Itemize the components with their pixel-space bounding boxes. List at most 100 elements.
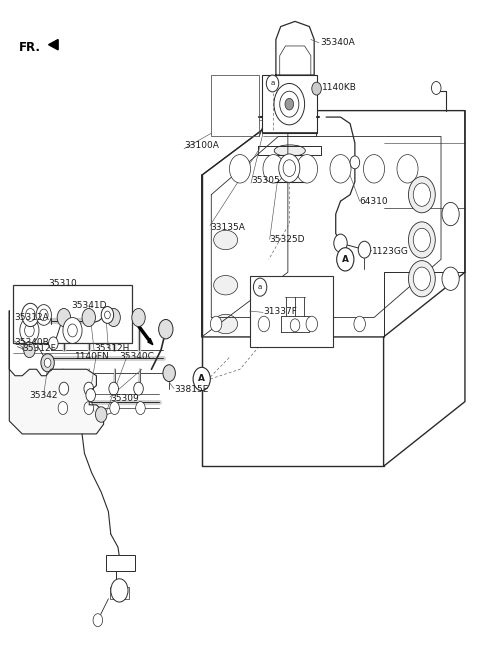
Circle shape bbox=[25, 308, 35, 321]
Circle shape bbox=[210, 316, 222, 332]
Text: 64310: 64310 bbox=[360, 196, 388, 205]
Text: a: a bbox=[270, 80, 275, 86]
Circle shape bbox=[297, 155, 318, 183]
Text: 33815E: 33815E bbox=[174, 386, 208, 395]
Circle shape bbox=[158, 319, 173, 339]
Circle shape bbox=[58, 402, 68, 415]
Circle shape bbox=[306, 316, 318, 332]
Circle shape bbox=[312, 82, 322, 95]
Circle shape bbox=[44, 358, 51, 367]
Circle shape bbox=[57, 308, 71, 327]
Ellipse shape bbox=[214, 275, 238, 295]
Text: 35312F: 35312F bbox=[22, 344, 56, 353]
Circle shape bbox=[110, 402, 120, 415]
Text: A: A bbox=[198, 375, 205, 384]
Circle shape bbox=[397, 155, 418, 183]
Circle shape bbox=[24, 324, 34, 337]
Circle shape bbox=[350, 156, 360, 169]
Circle shape bbox=[63, 318, 82, 343]
Polygon shape bbox=[9, 311, 104, 434]
Text: 33100A: 33100A bbox=[184, 141, 219, 150]
Ellipse shape bbox=[214, 230, 238, 249]
Text: 35325D: 35325D bbox=[270, 235, 305, 244]
Circle shape bbox=[20, 318, 39, 343]
Ellipse shape bbox=[274, 145, 305, 157]
Circle shape bbox=[285, 98, 294, 110]
Circle shape bbox=[408, 176, 435, 213]
Text: 35340C: 35340C bbox=[120, 352, 154, 361]
Text: 35340B: 35340B bbox=[14, 338, 49, 347]
Text: 1140FN: 1140FN bbox=[75, 352, 109, 361]
Circle shape bbox=[336, 248, 354, 271]
Circle shape bbox=[280, 91, 299, 117]
Circle shape bbox=[442, 202, 459, 226]
Circle shape bbox=[358, 241, 371, 258]
Bar bbox=[12, 285, 132, 343]
Circle shape bbox=[39, 309, 48, 321]
Circle shape bbox=[432, 82, 441, 95]
Circle shape bbox=[84, 402, 94, 415]
Circle shape bbox=[48, 337, 58, 350]
Circle shape bbox=[413, 228, 431, 251]
Circle shape bbox=[134, 382, 144, 395]
Polygon shape bbox=[148, 338, 153, 345]
Ellipse shape bbox=[214, 314, 238, 334]
Circle shape bbox=[107, 308, 120, 327]
Bar bbox=[262, 75, 317, 133]
Circle shape bbox=[408, 222, 435, 258]
Bar bbox=[250, 275, 333, 347]
Circle shape bbox=[111, 579, 128, 602]
Circle shape bbox=[413, 183, 431, 206]
Circle shape bbox=[82, 308, 96, 327]
Circle shape bbox=[266, 75, 279, 92]
Circle shape bbox=[163, 365, 175, 382]
Circle shape bbox=[86, 389, 96, 402]
Text: 33135A: 33135A bbox=[210, 222, 245, 231]
Circle shape bbox=[105, 311, 110, 319]
Text: 35341D: 35341D bbox=[72, 301, 107, 310]
Text: A: A bbox=[342, 255, 349, 264]
Text: FR.: FR. bbox=[19, 41, 41, 54]
Text: 1123GG: 1123GG bbox=[372, 247, 408, 256]
Text: 35312H: 35312H bbox=[95, 344, 130, 353]
Text: 35305: 35305 bbox=[251, 176, 280, 185]
Text: 1140KB: 1140KB bbox=[323, 84, 357, 93]
Circle shape bbox=[283, 160, 296, 176]
Circle shape bbox=[258, 316, 270, 332]
Text: 35312A: 35312A bbox=[14, 313, 49, 322]
Text: a: a bbox=[258, 284, 262, 290]
Text: 35340A: 35340A bbox=[320, 38, 355, 47]
Circle shape bbox=[442, 267, 459, 290]
Text: 31337F: 31337F bbox=[263, 307, 297, 316]
Circle shape bbox=[96, 407, 107, 422]
Circle shape bbox=[363, 155, 384, 183]
Bar bbox=[110, 587, 129, 599]
Circle shape bbox=[290, 319, 300, 332]
Circle shape bbox=[279, 154, 300, 182]
Circle shape bbox=[229, 155, 251, 183]
Circle shape bbox=[413, 267, 431, 290]
Circle shape bbox=[59, 382, 69, 395]
Circle shape bbox=[36, 305, 51, 325]
Circle shape bbox=[22, 303, 39, 327]
Circle shape bbox=[109, 382, 119, 395]
Circle shape bbox=[253, 278, 267, 296]
Circle shape bbox=[84, 382, 94, 395]
Circle shape bbox=[93, 614, 103, 627]
Circle shape bbox=[274, 84, 305, 125]
Circle shape bbox=[354, 316, 365, 332]
Circle shape bbox=[24, 342, 35, 358]
Circle shape bbox=[330, 155, 351, 183]
Circle shape bbox=[334, 234, 347, 252]
Bar bbox=[271, 155, 307, 181]
Circle shape bbox=[132, 308, 145, 327]
Circle shape bbox=[41, 354, 54, 372]
Circle shape bbox=[263, 155, 284, 183]
Circle shape bbox=[68, 324, 77, 337]
Text: 35342: 35342 bbox=[29, 391, 58, 400]
Circle shape bbox=[193, 367, 210, 391]
Bar bbox=[106, 555, 135, 571]
Polygon shape bbox=[48, 40, 58, 50]
Bar bbox=[211, 75, 259, 137]
Circle shape bbox=[101, 307, 114, 323]
